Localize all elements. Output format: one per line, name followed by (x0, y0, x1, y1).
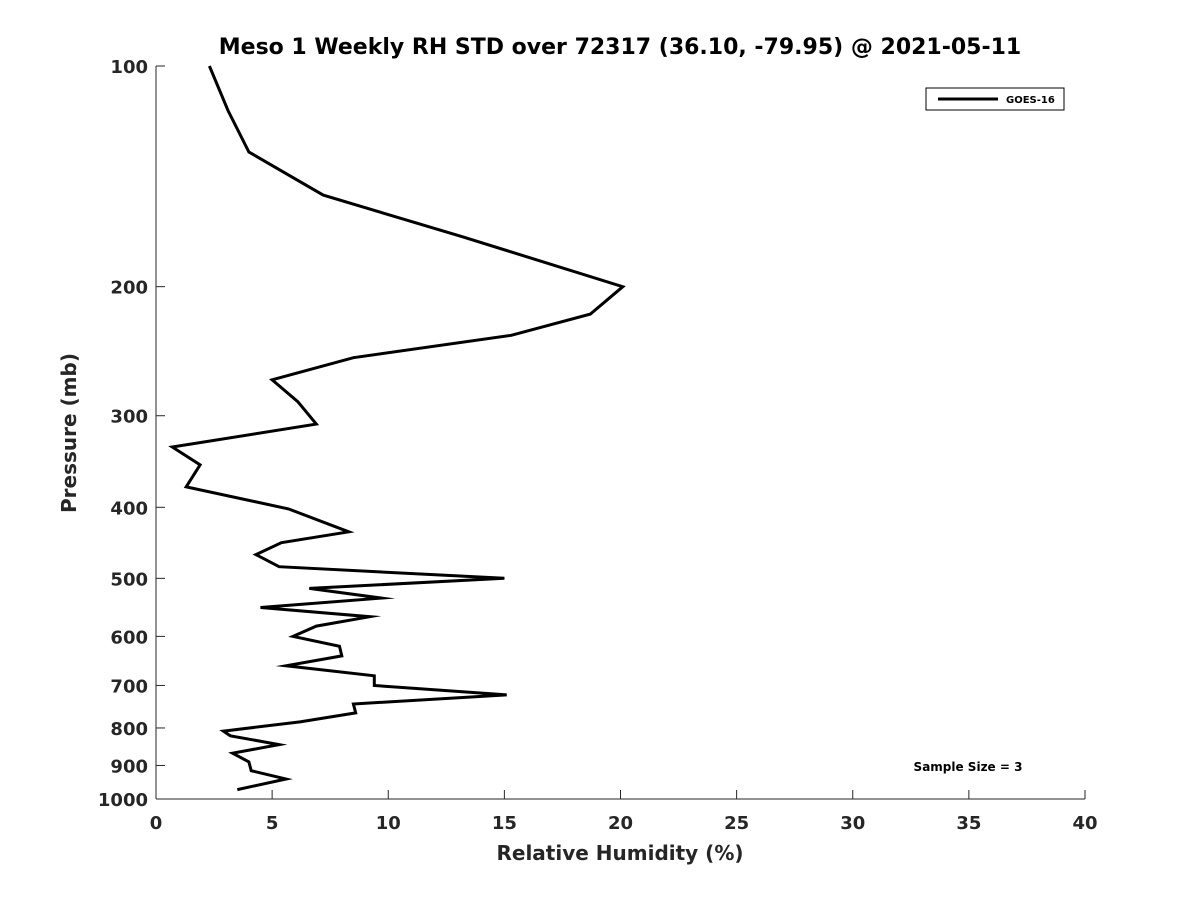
x-tick-label: 30 (840, 813, 865, 834)
y-tick-label: 800 (110, 719, 148, 740)
plot-axes (155, 66, 1085, 800)
x-axis-label: Relative Humidity (%) (496, 841, 743, 865)
y-tick-label: 700 (110, 676, 148, 697)
y-tick-label: 400 (110, 498, 148, 519)
x-tick-label: 20 (608, 813, 633, 834)
y-tick-label: 300 (110, 407, 148, 428)
x-tick-label: 25 (724, 813, 749, 834)
y-axis-label: Pressure (mb) (57, 353, 81, 513)
sample-size-note: Sample Size = 3 (914, 760, 1023, 774)
x-tick-label: 10 (376, 813, 401, 834)
legend: GOES-16 (925, 87, 1065, 111)
y-tick-label: 500 (110, 569, 148, 590)
y-tick-label: 200 (110, 278, 148, 299)
series-layer (168, 65, 626, 792)
x-tick-label: 15 (492, 813, 517, 834)
x-tick-label: 5 (266, 813, 279, 834)
y-tick-label: 900 (110, 756, 148, 777)
series-line-goes-16 (168, 65, 626, 792)
legend-label-goes-16: GOES-16 (1006, 95, 1055, 106)
x-tick-label: 40 (1072, 813, 1097, 834)
chart-title: Meso 1 Weekly RH STD over 72317 (36.10, … (219, 35, 1021, 60)
y-tick-label: 1000 (98, 790, 148, 811)
x-tick-label: 0 (150, 813, 163, 834)
x-tick-label: 35 (956, 813, 981, 834)
axis-ticks: 0 5 10 15 20 25 30 35 40 100 200 300 400 500 600 700 800… (98, 57, 1098, 834)
y-tick-label: 600 (110, 627, 148, 648)
y-tick-label: 100 (110, 57, 148, 78)
